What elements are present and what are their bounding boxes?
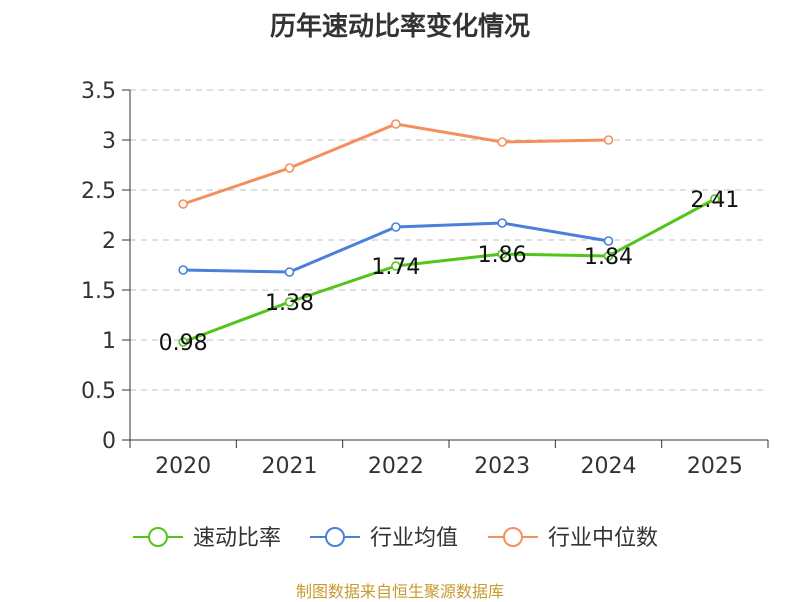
legend: 速动比率 行业均值 行业中位数 — [133, 526, 658, 551]
source-note: 制图数据来自恒生聚源数据库 — [295, 582, 504, 601]
x-tick-label: 2023 — [474, 454, 530, 479]
data-point — [497, 249, 507, 259]
series-lines — [178, 119, 720, 347]
data-label: 1.84 — [584, 245, 633, 270]
data-point — [603, 251, 614, 261]
legend-marker — [325, 527, 345, 547]
chart-title: 历年速动比率变化情况 — [269, 12, 530, 42]
grid-lines — [130, 89, 768, 391]
data-point — [284, 163, 295, 173]
x-tick-label: 2021 — [262, 454, 318, 479]
legend-label: 行业中位数 — [548, 526, 658, 551]
data-label: 0.98 — [159, 331, 208, 356]
axes: 0 0.5 1 1.5 2 2.5 3 3.5 2020 2021 2022 2023 2024 2025 — [81, 79, 769, 479]
legend-marker — [148, 527, 168, 547]
data-point — [391, 261, 401, 271]
data-point — [603, 236, 614, 246]
data-label: 1.38 — [265, 291, 314, 316]
series-line — [182, 197, 716, 344]
data-point — [178, 265, 188, 275]
y-tick-label: 2 — [102, 229, 116, 254]
x-tick-label: 2022 — [368, 454, 424, 479]
y-tick-label: 1 — [102, 329, 116, 354]
data-point — [178, 337, 188, 347]
data-point — [391, 222, 401, 232]
data-point — [603, 135, 614, 145]
data-point — [178, 199, 188, 209]
data-point — [710, 194, 720, 204]
y-tick-label: 3 — [102, 129, 116, 154]
y-tick-label: 2.5 — [81, 179, 116, 204]
x-tick-label: 2024 — [581, 454, 637, 479]
data-point — [497, 218, 507, 228]
data-point — [284, 297, 295, 307]
legend-label: 速动比率 — [193, 526, 281, 551]
x-tick-label: 2020 — [155, 454, 211, 479]
data-label: 2.41 — [690, 188, 739, 213]
data-label: 1.86 — [478, 243, 527, 268]
legend-marker — [503, 527, 523, 547]
y-tick-label: 0.5 — [81, 379, 116, 404]
x-tick-label: 2025 — [687, 454, 743, 479]
data-point — [284, 267, 295, 277]
legend-label: 行业均值 — [370, 526, 458, 551]
y-tick-label: 1.5 — [81, 279, 116, 304]
series-line — [182, 122, 609, 206]
data-labels: 0.98 1.38 1.74 1.86 1.84 2.41 — [159, 188, 740, 356]
data-label: 1.74 — [371, 255, 420, 280]
data-point — [391, 119, 401, 129]
data-point — [497, 137, 507, 147]
y-tick-label: 3.5 — [81, 79, 116, 104]
y-tick-label: 0 — [102, 429, 116, 454]
